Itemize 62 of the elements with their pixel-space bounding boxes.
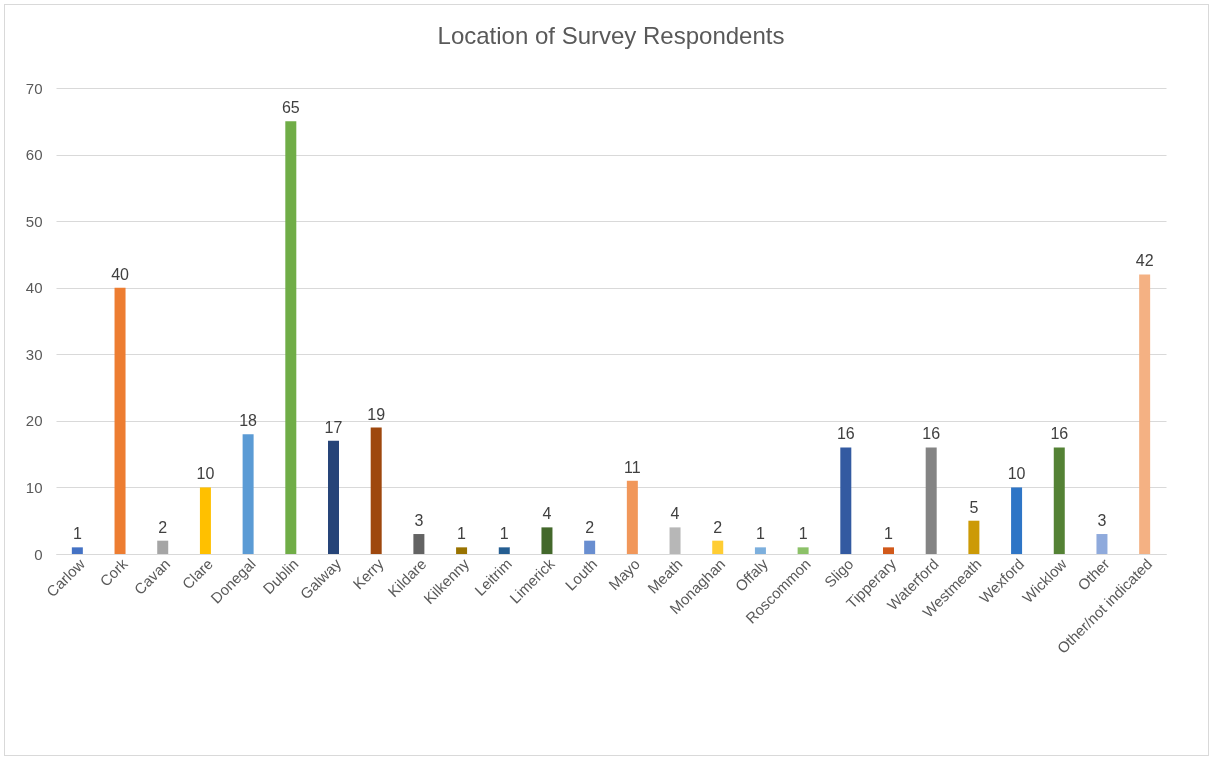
bar <box>370 427 382 554</box>
data-label: 4 <box>542 505 552 523</box>
bar <box>242 434 254 554</box>
data-label: 16 <box>922 425 941 443</box>
data-label: 4 <box>670 505 680 523</box>
bar <box>285 121 297 554</box>
y-tick-label: 50 <box>25 212 43 230</box>
data-label: 42 <box>1135 252 1154 270</box>
data-label: 1 <box>457 525 467 543</box>
data-label: 16 <box>836 425 855 443</box>
bar <box>199 487 211 554</box>
data-label: 1 <box>499 525 509 543</box>
bar <box>157 540 169 554</box>
data-label: 1 <box>755 525 765 543</box>
bar <box>1096 534 1108 554</box>
bar <box>968 520 980 554</box>
y-tick-label: 30 <box>25 345 43 363</box>
data-label: 2 <box>158 518 168 536</box>
bar <box>925 447 937 554</box>
y-tick-label: 20 <box>25 412 43 430</box>
data-label: 16 <box>1050 425 1069 443</box>
bar <box>413 534 425 554</box>
bar <box>328 440 339 554</box>
y-tick-label: 10 <box>25 478 43 496</box>
bar <box>840 447 852 554</box>
data-label: 19 <box>367 405 386 423</box>
data-label: 65 <box>281 99 300 117</box>
data-label: 11 <box>624 458 641 476</box>
bar <box>456 547 468 554</box>
bar <box>584 540 596 554</box>
data-label: 3 <box>1097 512 1107 530</box>
chart-title: Location of Survey Respondents <box>437 22 785 49</box>
bar <box>626 480 638 554</box>
data-label: 5 <box>969 498 979 516</box>
bar <box>498 547 510 554</box>
bar <box>669 527 681 554</box>
bar <box>797 547 809 554</box>
bar <box>1011 487 1023 554</box>
bar <box>71 547 83 554</box>
bar <box>541 527 553 554</box>
data-label: 17 <box>324 418 343 436</box>
data-label: 2 <box>713 518 723 536</box>
x-tick-label: Cork <box>96 554 131 590</box>
data-label: 10 <box>196 465 215 483</box>
data-label: 10 <box>1007 465 1026 483</box>
bar <box>712 540 724 554</box>
y-tick-label: 0 <box>34 545 43 563</box>
data-label: 1 <box>72 525 82 543</box>
data-label: 1 <box>884 525 894 543</box>
data-label: 3 <box>414 512 424 530</box>
bar <box>114 287 126 554</box>
data-label: 1 <box>798 525 808 543</box>
bar <box>1139 274 1151 554</box>
data-label: 18 <box>239 412 258 430</box>
y-tick-label: 40 <box>25 279 43 297</box>
bar <box>883 547 894 554</box>
bar <box>1053 447 1065 554</box>
y-tick-label: 60 <box>25 146 43 164</box>
data-label: 2 <box>585 518 595 536</box>
data-label: 40 <box>111 265 130 283</box>
bar <box>754 547 766 554</box>
y-tick-label: 70 <box>25 79 43 97</box>
